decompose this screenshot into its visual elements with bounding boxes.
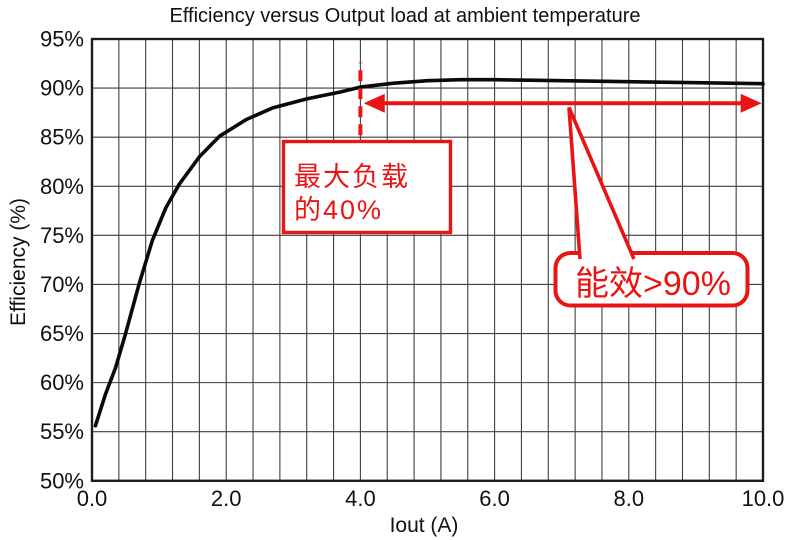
red-annotations	[358, 62, 762, 136]
callout-bubble	[553, 251, 750, 308]
efficiency-curve	[93, 77, 765, 428]
callout-pointer	[567, 106, 636, 260]
max-load-label-line1: 最大负载	[294, 162, 410, 192]
x-tick-label: 8.0	[614, 486, 645, 511]
arrowhead-left-icon	[363, 93, 385, 113]
max-load-label-line2: 的40%	[294, 195, 383, 225]
callout-label: 能效>90%	[575, 265, 731, 303]
y-tick-label: 75%	[40, 223, 84, 248]
y-tick-label: 85%	[40, 125, 84, 150]
y-tick-label: 95%	[40, 27, 84, 52]
arrowhead-right-icon	[740, 93, 762, 113]
axis-ticks: 0.0 2.0 4.0 6.0 8.0 10.0 95% 90% 85% 80% 75% 70% 65%…	[40, 27, 784, 512]
y-tick-label: 70%	[40, 272, 84, 297]
y-tick-label: 50%	[40, 468, 84, 493]
efficiency-callout: 能效>90%	[553, 106, 750, 308]
x-tick-label: 10.0	[742, 486, 785, 511]
x-tick-label: 4.0	[345, 486, 376, 511]
x-axis-title: Iout (A)	[390, 514, 459, 537]
y-tick-label: 90%	[40, 76, 84, 101]
y-tick-label: 65%	[40, 321, 84, 346]
chart-title: Efficiency versus Output load at ambient…	[170, 5, 641, 27]
y-axis-title: Efficiency (%)	[7, 198, 30, 326]
y-tick-label: 80%	[40, 174, 84, 199]
y-tick-label: 55%	[40, 419, 84, 444]
plot-border	[90, 37, 765, 482]
max-load-label-box: 最大负载 的40%	[281, 139, 453, 235]
x-tick-label: 0.0	[77, 486, 108, 511]
x-tick-label: 6.0	[479, 486, 510, 511]
y-tick-label: 60%	[40, 370, 84, 395]
max-load-box	[281, 139, 453, 235]
x-tick-label: 2.0	[211, 486, 242, 511]
